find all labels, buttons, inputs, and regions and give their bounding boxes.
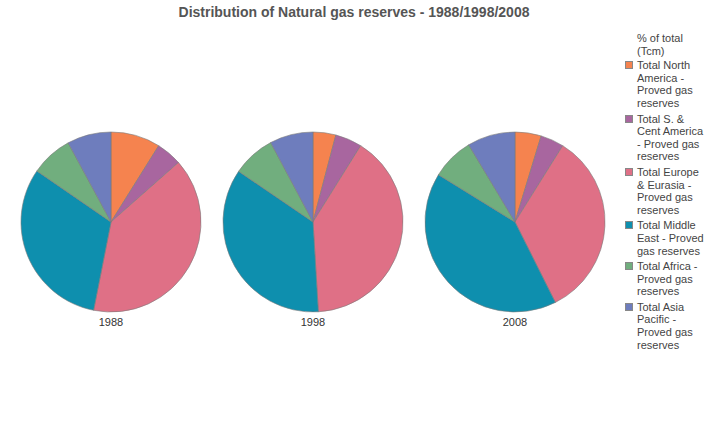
- pie-label: 1988: [99, 316, 123, 328]
- chart-title: Distribution of Natural gas reserves - 1…: [179, 4, 530, 20]
- pie-slice: Total Europe & Eurasia - Proved gas rese…: [313, 146, 403, 312]
- legend-title: % of total (Tcm): [624, 32, 707, 57]
- legend-swatch: [625, 303, 633, 311]
- legend-swatch: [625, 262, 633, 270]
- pie-label: 2008: [503, 316, 527, 328]
- legend-item: Total Asia Pacific - Proved gas reserves: [624, 301, 707, 351]
- chart-canvas: Distribution of Natural gas reserves - 1…: [0, 0, 707, 440]
- legend-item: Total Europe & Eurasia - Proved gas rese…: [624, 166, 707, 216]
- legend-swatch: [625, 168, 633, 176]
- pie-slice: Total Asia Pacific - Proved gas reserves: [271, 132, 313, 222]
- legend: % of total (Tcm)Total North America - Pr…: [624, 32, 707, 354]
- legend-item: Total North America - Proved gas reserve…: [624, 59, 707, 109]
- legend-swatch: [625, 61, 633, 69]
- pie-0: Total North America - Proved gas reserve…: [21, 132, 201, 312]
- pie-1: Total North America - Proved gas reserve…: [223, 132, 403, 312]
- legend-swatch: [625, 221, 633, 229]
- pie-2: Total North America - Proved gas reserve…: [425, 132, 605, 312]
- legend-item: Total Africa - Proved gas reserves: [624, 260, 707, 298]
- pie-label: 1998: [301, 316, 325, 328]
- pie-slice: Total Asia Pacific - Proved gas reserves: [68, 132, 111, 222]
- legend-item: Total S. & Cent America - Proved gas res…: [624, 113, 707, 163]
- pie-slice: Total Asia Pacific - Proved gas reserves: [469, 132, 515, 222]
- legend-swatch: [625, 115, 633, 123]
- legend-item: Total Middle East - Proved gas reserves: [624, 219, 707, 257]
